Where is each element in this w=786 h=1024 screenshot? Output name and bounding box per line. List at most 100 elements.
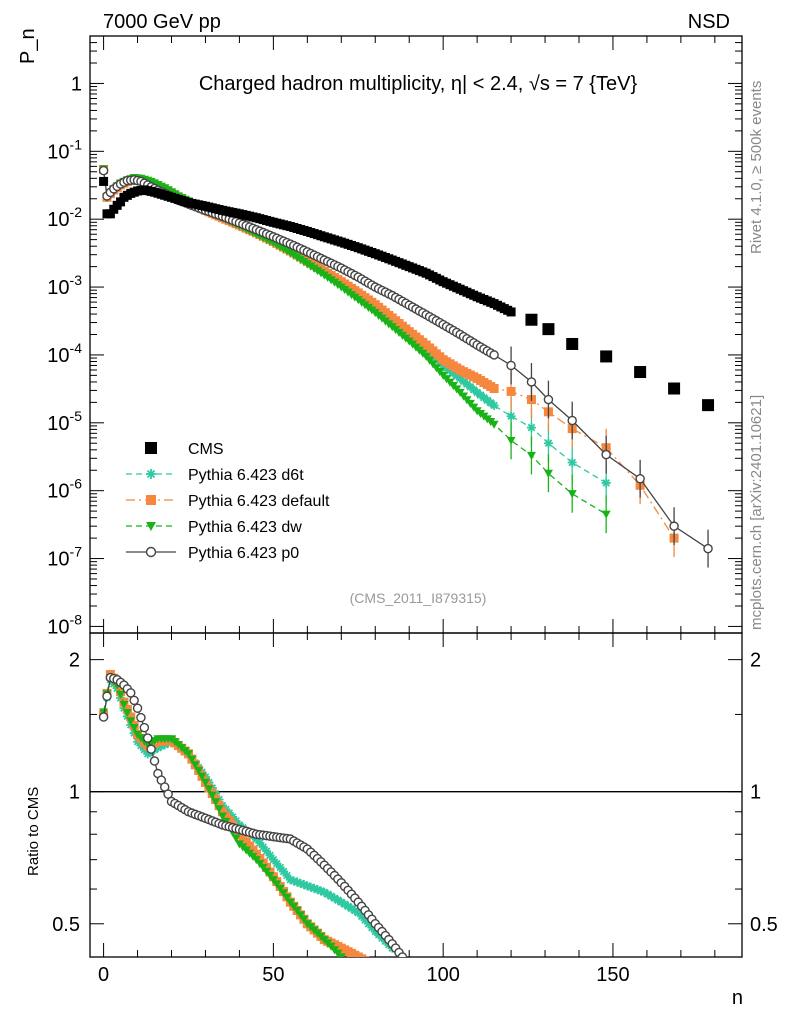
ratio-point-dw bbox=[367, 989, 376, 997]
ratio-point-default bbox=[126, 712, 136, 722]
ratio-point-d6t bbox=[357, 911, 367, 921]
ratio-series-dw bbox=[99, 674, 376, 997]
ratio-point-p0 bbox=[163, 789, 173, 799]
ratio-point-dw bbox=[289, 902, 299, 911]
header-energy-label: 7000 GeV pp bbox=[103, 11, 221, 33]
ratio-point-d6t bbox=[309, 883, 319, 893]
ratio-point-p0 bbox=[125, 688, 136, 698]
ratio-y-tick-label: 0.5 bbox=[52, 914, 80, 936]
rivet-version-label: Rivet 4.1.0, ≥ 500k events bbox=[748, 81, 765, 254]
legend-marker-cms bbox=[145, 442, 157, 454]
data-point-p0 bbox=[506, 360, 516, 371]
data-point-cms bbox=[702, 399, 715, 412]
data-point-cms bbox=[525, 313, 538, 326]
ratio-point-d6t bbox=[299, 880, 309, 890]
ratio-point-p0 bbox=[139, 722, 150, 733]
series-dw bbox=[99, 165, 611, 534]
y-tick-label-main: 10-6 bbox=[47, 476, 82, 503]
ratio-point-p0 bbox=[129, 695, 139, 706]
legend: CMS Pythia 6.423 d6t Pythia 6.423 default P… bbox=[126, 441, 330, 562]
ratio-point-d6t bbox=[265, 850, 275, 860]
ratio-point-d6t bbox=[275, 862, 285, 872]
x-tick-label: 150 bbox=[596, 964, 629, 986]
ratio-point-dw bbox=[116, 690, 126, 700]
ratio-point-dw bbox=[299, 915, 309, 924]
ratio-point-d6t bbox=[336, 897, 346, 907]
ratio-point-dw bbox=[187, 755, 197, 764]
ratio-point-d6t bbox=[319, 887, 329, 897]
legend-entry-p0: Pythia 6.423 p0 bbox=[126, 545, 299, 562]
y-tick-label-main: 10-3 bbox=[47, 272, 82, 299]
ratio-point-d6t bbox=[316, 886, 326, 896]
ratio-point-d6t bbox=[333, 895, 343, 905]
data-point-p0 bbox=[669, 521, 679, 531]
data-point-cms bbox=[506, 307, 516, 317]
data-point-p0 bbox=[526, 377, 537, 387]
ratio-series-p0 bbox=[98, 672, 408, 957]
ratio-point-d6t bbox=[343, 901, 353, 911]
ratio-point-default bbox=[357, 954, 367, 957]
ratio-point-d6t bbox=[292, 877, 302, 887]
series-cms bbox=[99, 176, 715, 412]
ratio-point-d6t bbox=[296, 878, 306, 888]
ratio-point-d6t bbox=[262, 846, 272, 856]
data-point-cms bbox=[600, 350, 613, 363]
ratio-point-d6t bbox=[313, 885, 323, 895]
data-point-p0 bbox=[543, 394, 554, 405]
x-tick-label: 0 bbox=[98, 964, 109, 986]
data-point-p0 bbox=[703, 543, 713, 554]
header-process-label: NSD bbox=[688, 11, 730, 33]
ratio-point-dw bbox=[207, 791, 217, 800]
data-point-cms bbox=[99, 176, 109, 186]
ratio-point-dw bbox=[350, 969, 359, 977]
ratio-point-d6t bbox=[282, 871, 292, 881]
ratio-y-tick-label-right: 1 bbox=[750, 782, 761, 804]
series-d6t bbox=[99, 165, 611, 502]
ratio-point-p0 bbox=[102, 691, 112, 702]
ratio-point-dw bbox=[354, 972, 363, 980]
ratio-point-d6t bbox=[255, 838, 265, 848]
data-point-default bbox=[489, 384, 499, 394]
series-default bbox=[99, 164, 679, 558]
ratio-y-tick-label: 2 bbox=[69, 650, 80, 672]
ratio-point-dw bbox=[200, 778, 210, 787]
ratio-point-d6t bbox=[363, 919, 373, 929]
ratio-point-d6t bbox=[360, 915, 370, 925]
ratio-point-p0 bbox=[397, 952, 408, 957]
legend-entry-d6t: Pythia 6.423 d6t bbox=[126, 467, 304, 484]
data-point-d6t bbox=[543, 438, 553, 448]
ratio-point-d6t bbox=[302, 881, 312, 891]
ratio-point-d6t bbox=[353, 908, 363, 918]
y-tick-label-main: 10-1 bbox=[47, 136, 82, 163]
data-point-d6t bbox=[567, 458, 577, 468]
ratio-series-layer bbox=[98, 669, 408, 997]
ratio-point-dw bbox=[282, 893, 292, 902]
data-point-cms bbox=[634, 366, 647, 379]
ratio-point-dw bbox=[340, 957, 349, 965]
analysis-watermark: (CMS_2011_I879315) bbox=[350, 590, 487, 606]
ratio-point-dw bbox=[262, 867, 272, 876]
data-point-p0 bbox=[489, 350, 499, 360]
y-tick-label-main: 10-5 bbox=[47, 408, 82, 435]
ratio-point-p0 bbox=[136, 712, 146, 723]
ratio-point-p0 bbox=[98, 712, 109, 722]
plot-title: Charged hadron multiplicity, η| < 2.4, √… bbox=[199, 73, 638, 95]
y-tick-label-main: 1 bbox=[71, 73, 82, 95]
ratio-point-dw bbox=[344, 961, 353, 969]
data-point-p0 bbox=[98, 165, 109, 176]
legend-label-d6t: Pythia 6.423 d6t bbox=[188, 467, 304, 484]
data-point-d6t bbox=[506, 411, 516, 421]
ratio-point-d6t bbox=[346, 903, 356, 913]
ratio-point-d6t bbox=[326, 891, 336, 901]
ratio-point-dw bbox=[122, 708, 132, 718]
ratio-point-dw bbox=[126, 717, 136, 726]
ratio-point-dw bbox=[211, 798, 221, 807]
data-point-cms bbox=[116, 197, 126, 207]
ratio-point-d6t bbox=[143, 749, 153, 759]
legend-entry-dw: Pythia 6.423 dw bbox=[126, 519, 302, 536]
ratio-point-default bbox=[371, 962, 380, 971]
legend-label-default: Pythia 6.423 default bbox=[188, 493, 330, 510]
data-point-dw bbox=[506, 436, 516, 445]
ratio-point-default bbox=[360, 956, 370, 957]
data-point-p0 bbox=[567, 415, 577, 426]
